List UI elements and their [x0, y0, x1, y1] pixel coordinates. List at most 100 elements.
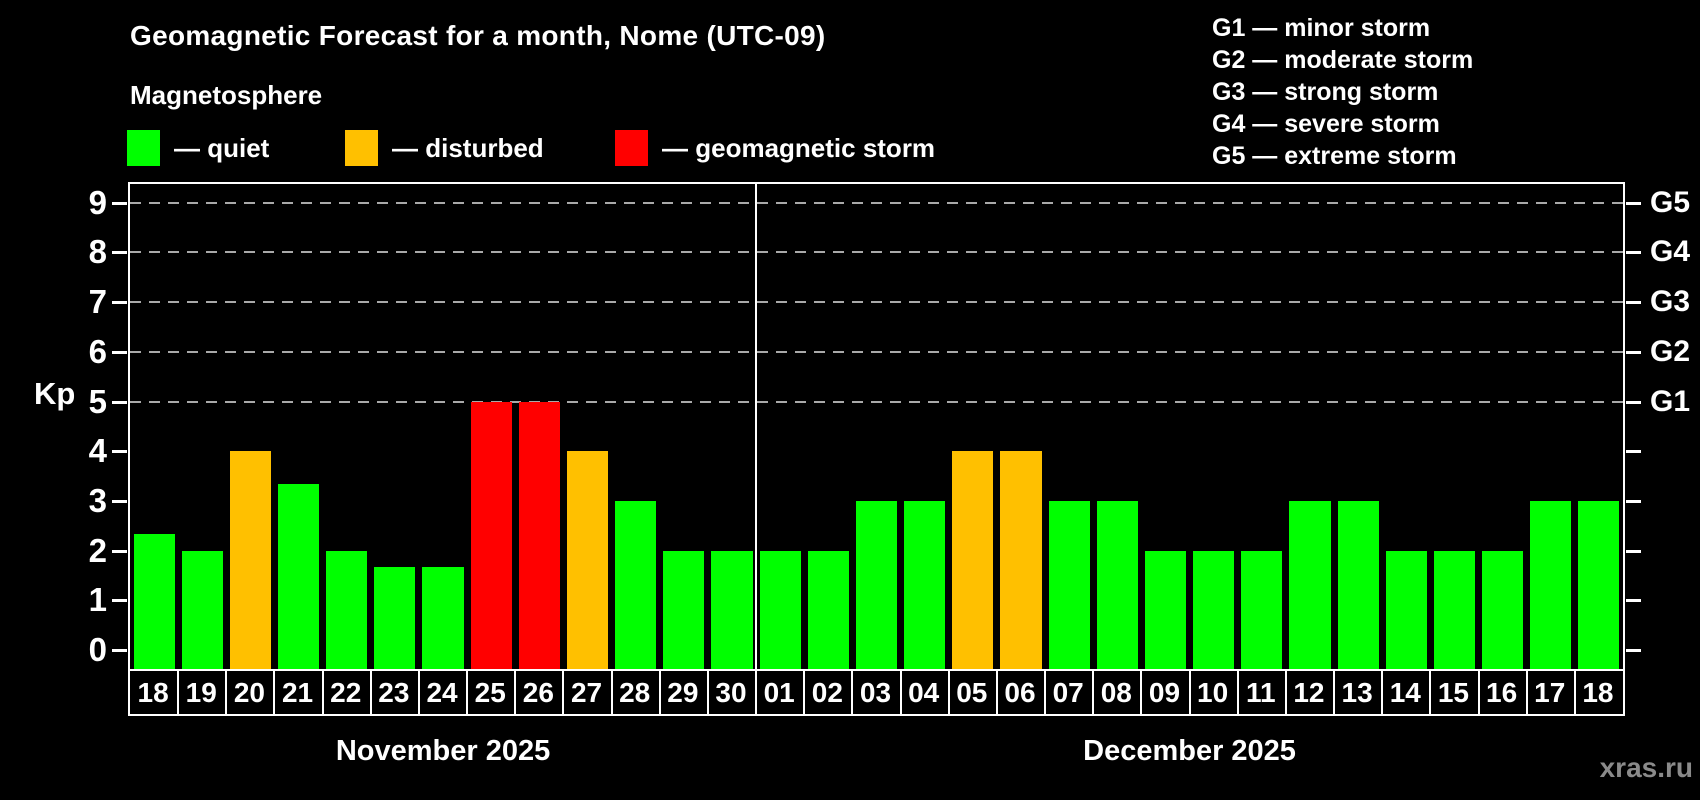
day-label-13: 13: [1341, 677, 1373, 708]
day-label-19: 19: [185, 677, 217, 708]
day-cell-separator: [369, 671, 372, 714]
y-axis-title: Kp: [34, 376, 76, 411]
legend-item-disturbed: — disturbed: [345, 128, 544, 168]
right-tick-kp3: [1626, 499, 1641, 503]
kp-bar-december-13: [1337, 500, 1379, 669]
day-label-18: 18: [137, 677, 169, 708]
day-label-21: 21: [281, 677, 314, 708]
kp-bar-december-16: [1482, 550, 1524, 669]
day-cell-separator: [1477, 671, 1480, 714]
day-label-27: 27: [570, 677, 603, 708]
day-cell-separator: [1188, 671, 1191, 714]
kp-bar-november-20: [229, 451, 271, 669]
kp-bar-november-18: [133, 534, 175, 669]
gridline-kp5: [130, 400, 1623, 403]
watermark: xras.ru: [1599, 752, 1693, 783]
gridline-kp8: [130, 251, 1623, 254]
day-label-03: 03: [859, 677, 892, 708]
day-cell-separator: [1573, 671, 1576, 714]
day-cell-separator: [1429, 671, 1432, 714]
y-axis-tick-label: 4: [88, 432, 107, 470]
day-label-07: 07: [1052, 677, 1084, 708]
day-cell-separator: [1381, 671, 1384, 714]
kp-bar-november-24: [422, 567, 464, 669]
kp-bar-december-11: [1241, 550, 1283, 669]
kp-bar-december-02: [807, 550, 849, 669]
y-axis-tick-label: 0: [88, 631, 107, 668]
kp-bar-december-01: [759, 550, 801, 669]
y-axis-tick-label: 1: [88, 581, 107, 619]
day-cell-separator: [899, 671, 902, 714]
day-cell-separator: [851, 671, 854, 714]
legend-item-quiet: — quiet: [127, 128, 269, 168]
right-tick-kp0: [1626, 649, 1641, 652]
day-label-06: 06: [1004, 677, 1036, 708]
kp-bar-november-30: [711, 550, 753, 669]
day-cell-separator: [755, 671, 758, 714]
left-tick-kp8: [112, 251, 127, 255]
day-label-01: 01: [763, 677, 795, 708]
disturbed-color-swatch: [345, 130, 378, 166]
kp-bar-december-18: [1578, 500, 1620, 669]
day-axis-row: 18 19 20 21 22 23 24 25 26 27 28 29 30 01 02 03 04 05 06 07…: [128, 669, 1625, 716]
day-label-15: 15: [1437, 677, 1469, 708]
kp-bar-december-14: [1385, 550, 1427, 669]
right-tick-kp5: [1626, 400, 1641, 404]
gridline-kp7: [130, 301, 1623, 304]
month-label-november: November 2025: [335, 735, 551, 767]
day-cell-separator: [1333, 671, 1336, 714]
right-axis-label-g2: G2: [1650, 334, 1691, 368]
y-axis-tick-label: 9: [88, 183, 107, 221]
y-axis-tick-label: 3: [88, 481, 107, 519]
right-axis-label-g1: G1: [1650, 384, 1691, 418]
day-cell-separator: [225, 671, 228, 714]
y-axis-tick-label: 6: [88, 332, 107, 370]
kp-bar-november-25: [470, 401, 512, 669]
day-cell-separator: [610, 671, 613, 714]
kp-bar-december-09: [1144, 550, 1187, 669]
right-axis-label-g5: G5: [1650, 185, 1691, 219]
g5-legend-line: G5 — extreme storm: [1212, 142, 1457, 170]
right-tick-kp9: [1626, 201, 1641, 205]
day-cell-separator: [706, 671, 709, 714]
day-cell-separator: [1092, 671, 1095, 714]
day-label-20: 20: [233, 677, 265, 708]
left-tick-kp5: [112, 400, 127, 404]
right-tick-kp6: [1626, 350, 1641, 354]
kp-bar-december-08: [1096, 500, 1138, 669]
left-tick-kp7: [112, 301, 127, 305]
y-axis-tick-label: 8: [88, 233, 107, 271]
storm-color-swatch: [615, 130, 648, 166]
chart-title: Geomagnetic Forecast for a month, Nome (…: [130, 20, 826, 51]
day-label-18: 18: [1582, 677, 1614, 708]
day-cell-separator: [466, 671, 469, 714]
kp-bar-december-17: [1530, 500, 1572, 669]
kp-bar-november-29: [663, 550, 705, 669]
legend-label-storm: — geomagnetic storm: [662, 132, 936, 163]
day-label-14: 14: [1389, 677, 1421, 708]
day-cell-separator: [947, 671, 950, 714]
day-cell-separator: [1236, 671, 1239, 714]
magnetosphere-label: Magnetosphere: [130, 80, 323, 110]
day-label-11: 11: [1245, 677, 1276, 708]
day-cell-separator: [1284, 671, 1287, 714]
day-label-17: 17: [1534, 677, 1566, 708]
kp-bar-november-23: [374, 567, 416, 669]
day-label-26: 26: [522, 677, 554, 708]
g3-legend-line: G3 — strong storm: [1212, 78, 1439, 106]
y-axis-tick-label: 2: [88, 531, 107, 569]
legend-label-quiet: — quiet: [174, 132, 270, 163]
day-label-25: 25: [474, 677, 506, 708]
kp-bar-december-15: [1433, 550, 1475, 669]
y-axis-tick-label: 5: [88, 382, 107, 420]
kp-bar-december-12: [1289, 500, 1331, 669]
g1-legend-line: G1 — minor storm: [1212, 14, 1431, 42]
right-axis-label-g4: G4: [1650, 235, 1691, 269]
plot-inner: [130, 184, 1623, 669]
kp-bar-november-19: [181, 550, 223, 669]
day-cell-separator: [803, 671, 806, 714]
kp-bar-november-28: [615, 500, 657, 669]
kp-bar-december-04: [904, 500, 946, 669]
g-scale-legend: G1 — minor storm G2 — moderate storm G3 …: [1212, 12, 1473, 172]
day-label-09: 09: [1148, 677, 1181, 708]
